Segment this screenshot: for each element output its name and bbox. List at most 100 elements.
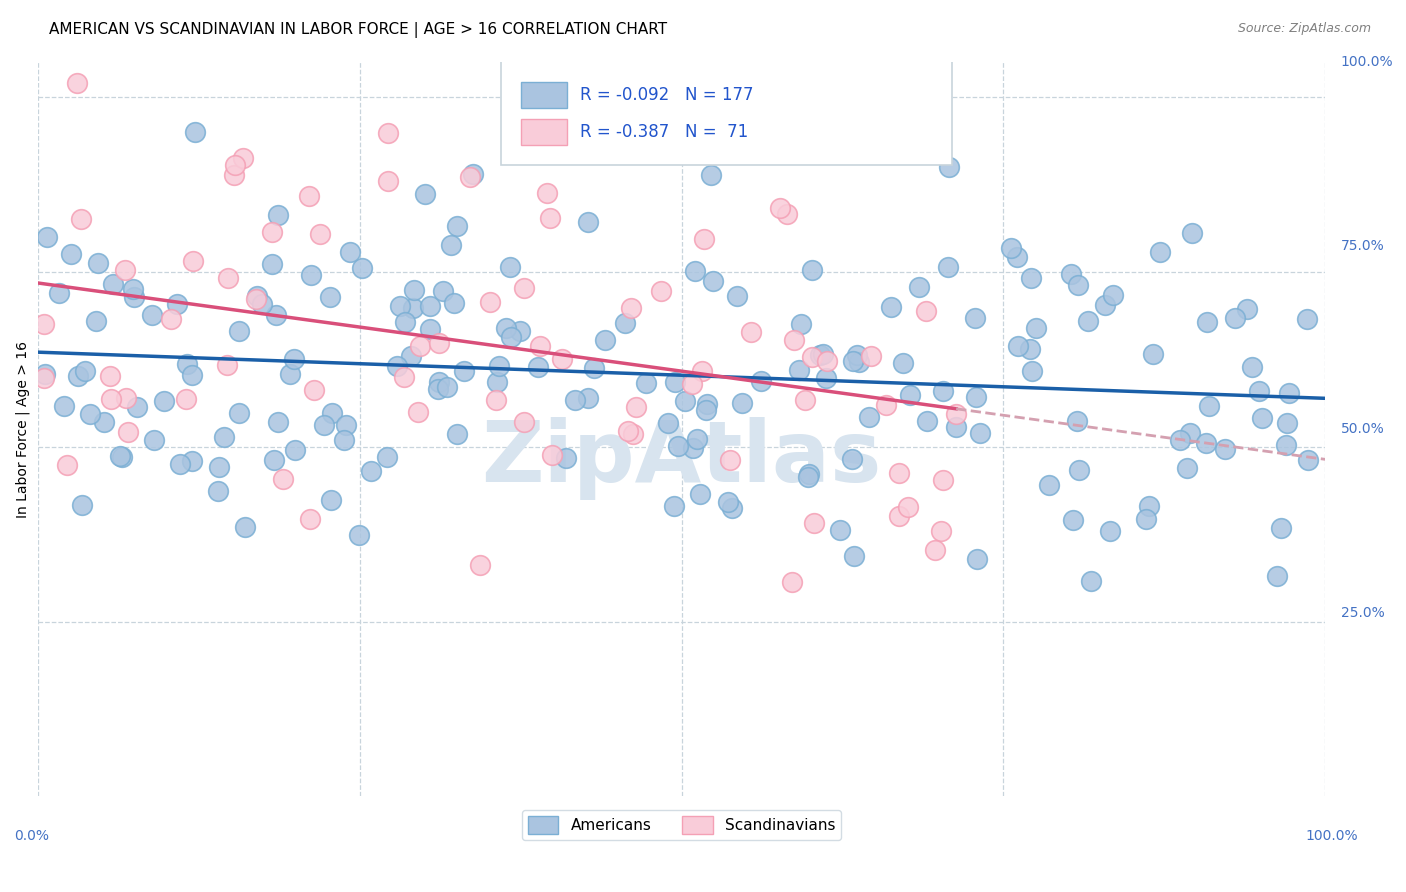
Point <box>898 388 921 402</box>
Point <box>1175 461 1198 475</box>
Point <box>1275 416 1298 430</box>
Point <box>377 174 399 188</box>
Text: AMERICAN VS SCANDINAVIAN IN LABOR FORCE | AGE > 16 CORRELATION CHART: AMERICAN VS SCANDINAVIAN IN LABOR FORCE … <box>49 22 668 38</box>
Point <box>702 274 724 288</box>
Point <box>284 443 307 458</box>
Point <box>681 376 703 391</box>
Point <box>1135 512 1157 526</box>
Point <box>624 401 647 415</box>
Point <box>59 246 82 260</box>
Point <box>114 263 136 277</box>
Point <box>486 375 509 389</box>
Point <box>945 420 967 434</box>
Point <box>780 575 803 590</box>
Point <box>740 325 762 339</box>
Point <box>312 417 335 432</box>
Point <box>1021 364 1043 378</box>
Point <box>783 333 806 347</box>
Point <box>352 260 374 275</box>
Point <box>887 466 910 480</box>
Point <box>485 392 508 407</box>
Point <box>263 453 285 467</box>
Point <box>617 424 640 438</box>
Point <box>1295 311 1317 326</box>
Point <box>1197 316 1219 330</box>
Point <box>224 158 246 172</box>
Point <box>932 473 955 487</box>
Point <box>308 227 330 241</box>
Point <box>1275 438 1298 452</box>
FancyBboxPatch shape <box>520 82 567 109</box>
Point <box>803 516 825 531</box>
Point <box>800 351 823 365</box>
Point <box>662 499 685 513</box>
Point <box>695 402 717 417</box>
Point <box>495 321 517 335</box>
Point <box>917 414 939 428</box>
Point <box>794 393 817 408</box>
Point <box>468 558 491 572</box>
Legend: Americans, Scandinavians: Americans, Scandinavians <box>522 810 841 840</box>
Text: 100.0%: 100.0% <box>1341 55 1393 70</box>
Point <box>1270 521 1292 535</box>
Point <box>842 549 865 564</box>
Point <box>1000 241 1022 255</box>
Point <box>262 225 284 239</box>
Point <box>880 300 903 314</box>
Point <box>848 355 870 369</box>
Point <box>100 392 122 407</box>
Point <box>811 347 834 361</box>
Point <box>446 427 468 442</box>
Point <box>841 451 863 466</box>
Point <box>614 316 637 330</box>
Point <box>1198 399 1220 413</box>
Point <box>1149 245 1171 260</box>
Point <box>769 201 792 215</box>
Point <box>593 334 616 348</box>
Point <box>582 361 605 376</box>
Point <box>1195 435 1218 450</box>
Point <box>929 524 952 538</box>
Point <box>271 472 294 486</box>
Point <box>479 295 502 310</box>
Point <box>842 353 865 368</box>
Point <box>208 460 231 475</box>
Point <box>399 349 422 363</box>
Point <box>789 317 811 331</box>
Point <box>945 407 967 421</box>
Point <box>1278 386 1301 401</box>
Point <box>174 392 197 406</box>
Point <box>217 270 239 285</box>
Point <box>696 397 718 411</box>
Text: R = -0.387   N =  71: R = -0.387 N = 71 <box>579 123 748 141</box>
Point <box>264 308 287 322</box>
Point <box>721 500 744 515</box>
Point <box>1137 499 1160 513</box>
Point <box>815 354 838 368</box>
Point <box>1178 426 1201 441</box>
Text: 100.0%: 100.0% <box>1305 830 1358 844</box>
Text: R = -0.092   N = 177: R = -0.092 N = 177 <box>579 87 754 104</box>
Point <box>1265 569 1288 583</box>
Point <box>32 371 55 385</box>
Point <box>718 453 741 467</box>
Point <box>246 289 269 303</box>
Point <box>858 409 880 424</box>
Point <box>787 363 810 377</box>
Point <box>529 339 551 353</box>
FancyBboxPatch shape <box>502 59 952 165</box>
Point <box>427 375 450 389</box>
Point <box>360 464 382 478</box>
Point <box>1066 414 1088 428</box>
Point <box>887 508 910 523</box>
Point <box>1080 574 1102 588</box>
Point <box>267 415 290 429</box>
Point <box>673 393 696 408</box>
Point <box>749 374 772 388</box>
Point <box>87 256 110 270</box>
Point <box>298 189 321 203</box>
Point <box>228 406 250 420</box>
Point <box>693 232 716 246</box>
Point <box>965 311 987 326</box>
Point <box>1098 524 1121 538</box>
